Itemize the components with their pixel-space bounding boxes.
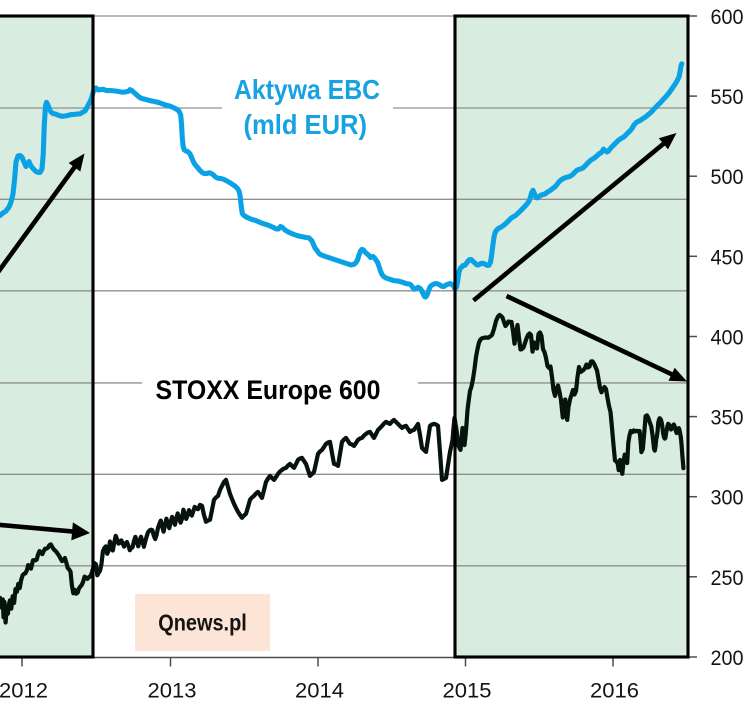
- svg-text:250: 250: [711, 566, 744, 590]
- svg-text:400: 400: [711, 326, 744, 350]
- svg-text:Qnews.pl: Qnews.pl: [158, 610, 247, 636]
- svg-text:500: 500: [711, 165, 744, 189]
- svg-text:600: 600: [711, 5, 744, 29]
- svg-text:450: 450: [711, 245, 744, 269]
- svg-text:Aktywa EBC: Aktywa EBC: [234, 74, 380, 105]
- svg-text:300: 300: [711, 486, 744, 510]
- svg-text:2012: 2012: [0, 679, 48, 703]
- svg-text:STOXX Europe 600: STOXX Europe 600: [156, 375, 381, 405]
- svg-text:(mld EUR): (mld EUR): [244, 109, 368, 140]
- svg-text:200: 200: [711, 646, 744, 670]
- svg-text:2013: 2013: [148, 679, 197, 703]
- svg-text:2014: 2014: [295, 679, 344, 703]
- svg-text:350: 350: [711, 406, 744, 430]
- svg-text:2016: 2016: [590, 679, 639, 703]
- svg-text:550: 550: [711, 85, 744, 109]
- svg-text:2015: 2015: [443, 679, 492, 703]
